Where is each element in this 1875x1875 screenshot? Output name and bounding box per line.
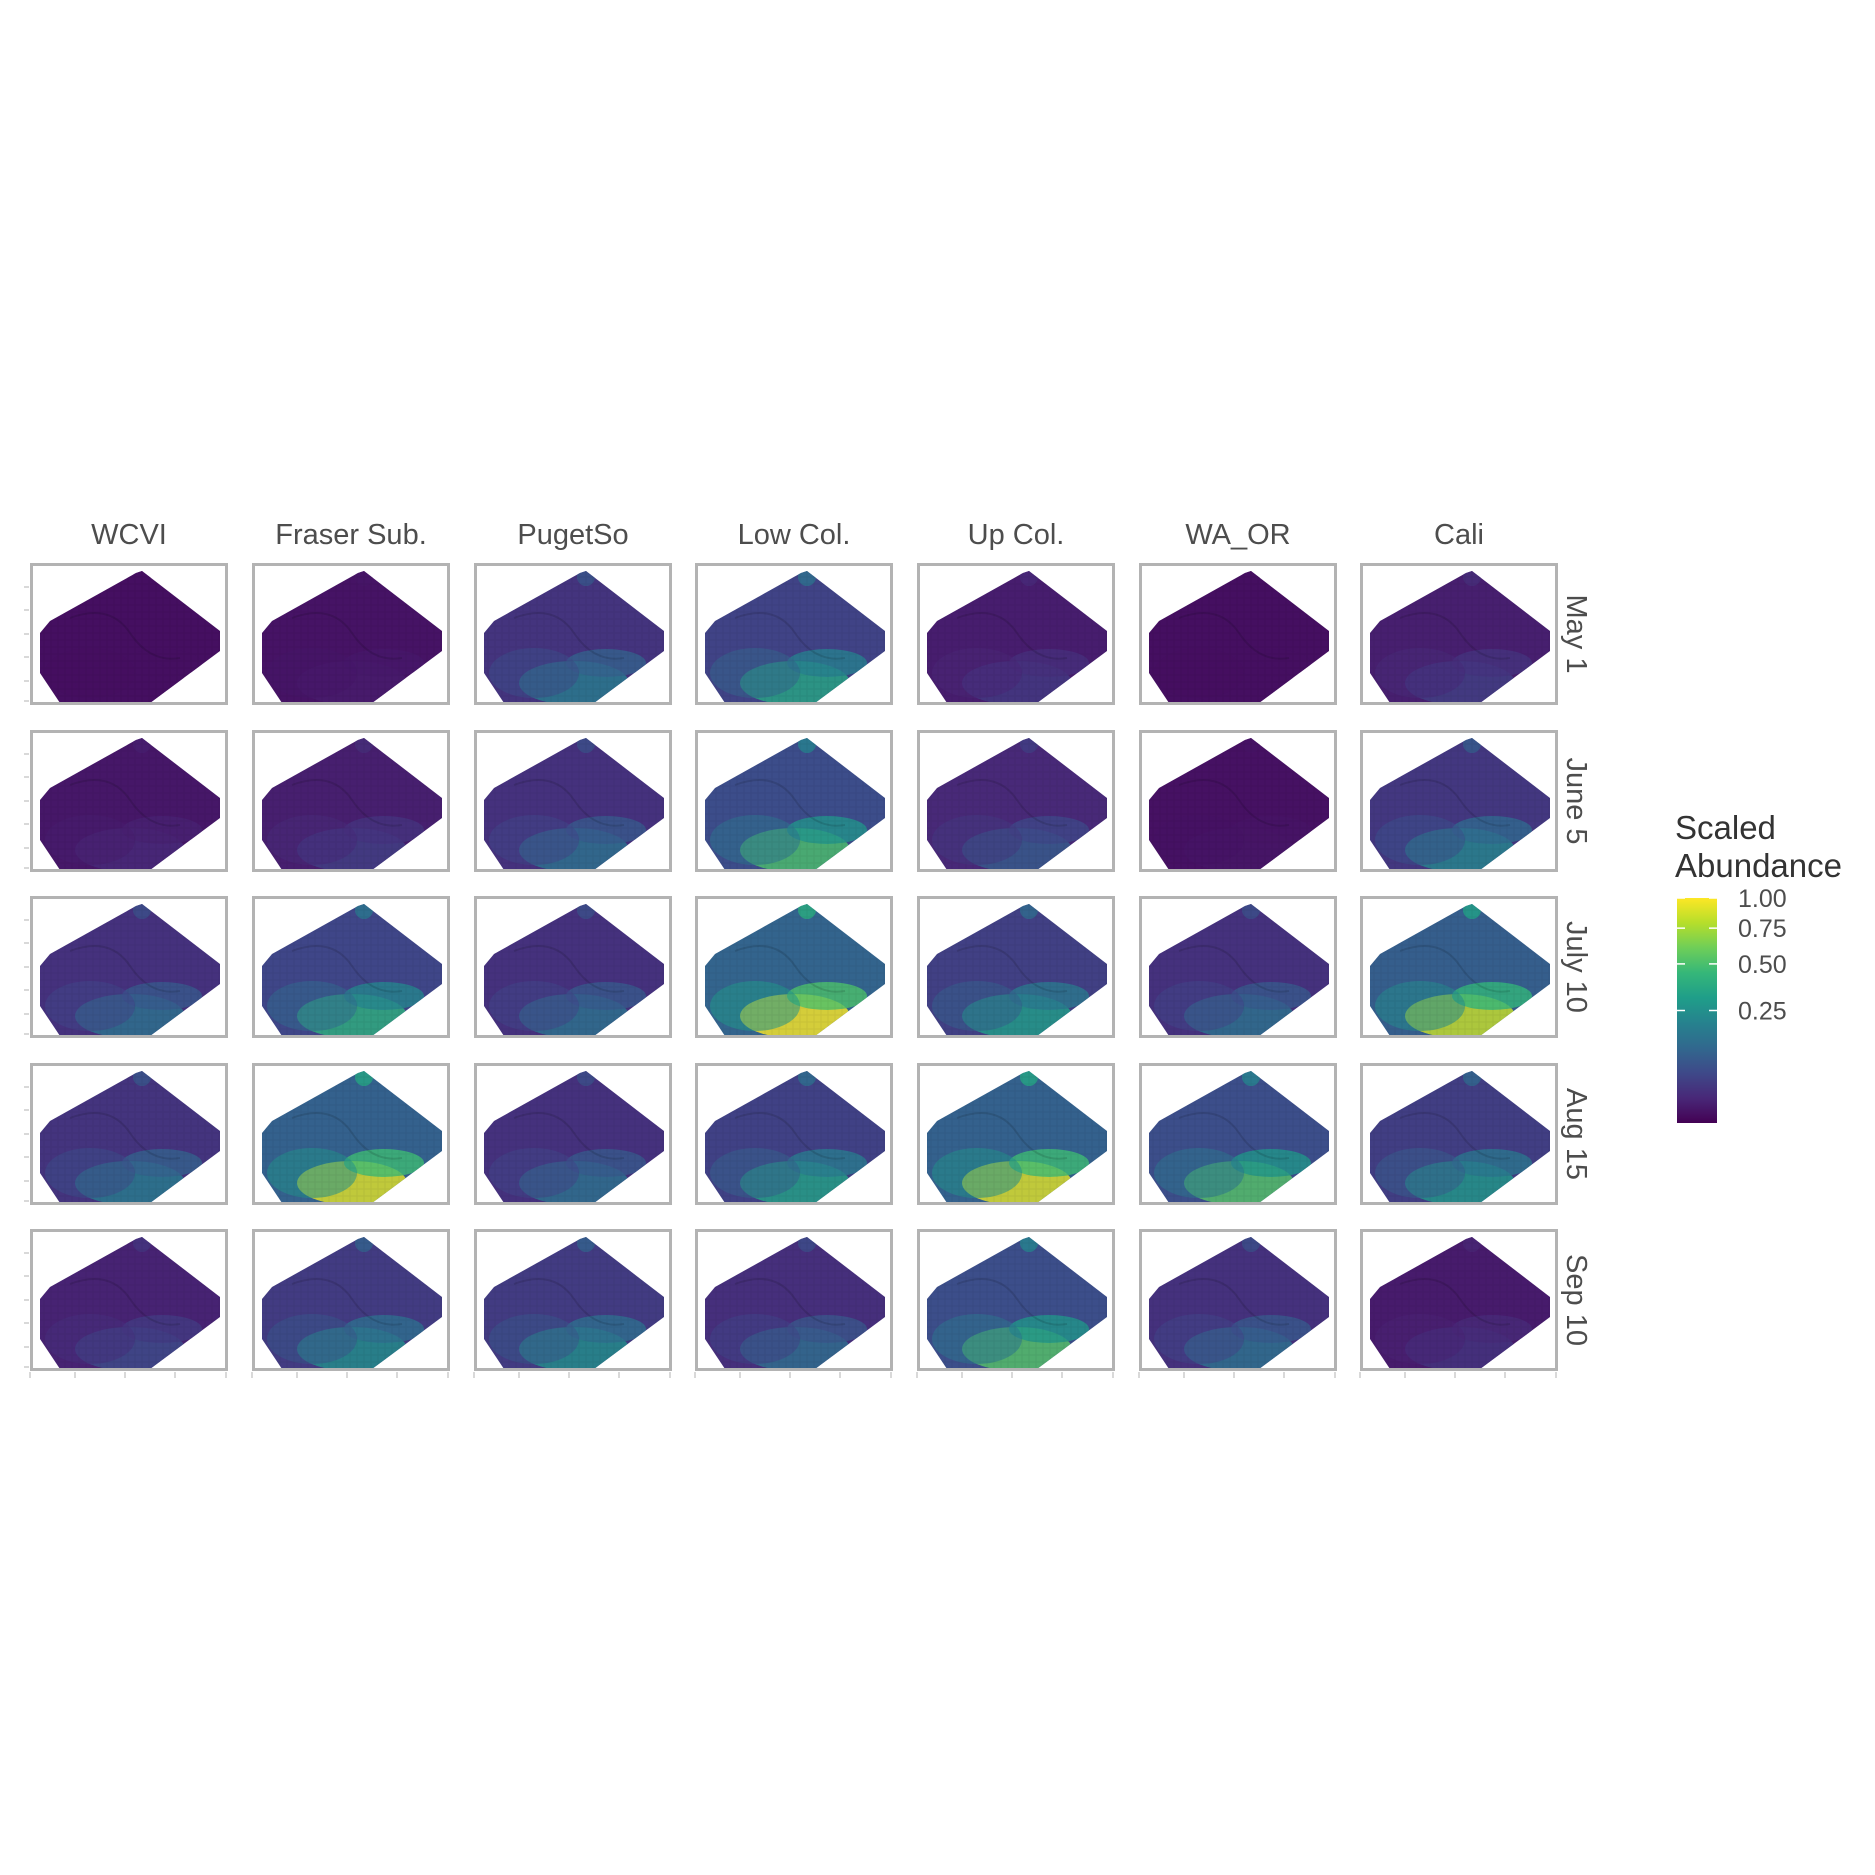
row-labels: May 1 June 5 July 10 Aug 15 Sep 10 <box>1560 595 1592 1346</box>
facet-panel <box>917 896 1115 1038</box>
panel-border <box>474 730 672 872</box>
panel-border <box>917 1229 1115 1371</box>
facet-panel <box>252 563 450 705</box>
panel-border <box>1360 730 1558 872</box>
facet-panel <box>30 896 228 1038</box>
facet-panel <box>474 896 672 1038</box>
facet-panel <box>252 730 450 872</box>
facet-panel <box>474 730 672 872</box>
facet-panel <box>695 1063 893 1205</box>
facet-panel <box>695 730 893 872</box>
panel-border <box>695 563 893 705</box>
facet-panel <box>30 1063 228 1205</box>
legend: Scaled Abundance 1.000.75 0.50 0.25 <box>1675 809 1842 1123</box>
panel-border <box>1139 1229 1337 1371</box>
facet-panel <box>474 1063 672 1205</box>
panel-border <box>1360 1229 1558 1371</box>
row-label: Aug 15 <box>1560 1088 1592 1180</box>
panel-border <box>1360 1063 1558 1205</box>
panel-border <box>30 563 228 705</box>
legend-ticks: 1.000.75 0.50 0.25 <box>1677 885 1787 1026</box>
column-label: Up Col. <box>968 519 1065 551</box>
panel-border <box>917 563 1115 705</box>
panel-border <box>1360 896 1558 1038</box>
facet-panel <box>1360 563 1558 705</box>
panel-border <box>1139 896 1337 1038</box>
facet-panel <box>252 1063 450 1205</box>
facet-panel <box>695 1229 893 1371</box>
legend-title-line-1: Scaled <box>1675 809 1776 846</box>
facet-panel <box>1139 730 1337 872</box>
panel-border <box>474 563 672 705</box>
row-label: May 1 <box>1560 595 1592 674</box>
panel-border <box>30 896 228 1038</box>
panel-border <box>1360 563 1558 705</box>
panel-grid <box>30 563 1558 1371</box>
facet-panel <box>917 730 1115 872</box>
column-label: Fraser Sub. <box>275 519 427 551</box>
panel-border <box>252 1229 450 1371</box>
facet-panel <box>1360 1063 1558 1205</box>
legend-tick-label: 0.50 <box>1738 951 1787 979</box>
facet-panel <box>917 1063 1115 1205</box>
panel-border <box>917 1063 1115 1205</box>
facet-panel <box>1360 730 1558 872</box>
facet-panel <box>1360 896 1558 1038</box>
panel-border <box>252 1063 450 1205</box>
facet-panel <box>917 563 1115 705</box>
abundance-map <box>1370 571 1550 703</box>
column-label: WCVI <box>91 519 167 551</box>
row-label: July 10 <box>1560 921 1592 1013</box>
panel-border <box>252 896 450 1038</box>
panel-border <box>252 730 450 872</box>
legend-title-line-2: Abundance <box>1675 847 1842 884</box>
panel-border <box>30 730 228 872</box>
column-label: PugetSo <box>517 519 628 551</box>
facet-panel <box>474 563 672 705</box>
facet-panel <box>1139 1229 1337 1371</box>
facet-panel <box>695 896 893 1038</box>
panel-border <box>1139 730 1337 872</box>
facet-panel <box>1139 896 1337 1038</box>
facet-panel <box>695 563 893 705</box>
facet-panel <box>1139 1063 1337 1205</box>
facet-panel <box>252 1229 450 1371</box>
facet-panel <box>917 1229 1115 1371</box>
column-label: WA_OR <box>1185 519 1290 551</box>
panel-border <box>695 1063 893 1205</box>
panel-border <box>30 1229 228 1371</box>
facet-panel <box>252 896 450 1038</box>
column-label: Low Col. <box>738 519 851 551</box>
panel-border <box>1139 563 1337 705</box>
panel-border <box>917 896 1115 1038</box>
panel-border <box>30 1063 228 1205</box>
legend-tick-label: 0.75 <box>1738 915 1787 943</box>
panel-border <box>917 730 1115 872</box>
facet-panel <box>1139 563 1337 705</box>
panel-border <box>474 896 672 1038</box>
column-label: Cali <box>1434 519 1484 551</box>
panel-border <box>695 896 893 1038</box>
axis-ticks <box>24 586 1557 1378</box>
panel-border <box>1139 1063 1337 1205</box>
row-label: June 5 <box>1560 757 1592 844</box>
facet-panel <box>30 730 228 872</box>
facet-panel <box>474 1229 672 1371</box>
legend-tick-label: 0.25 <box>1738 998 1787 1026</box>
facet-panel <box>1360 1229 1558 1371</box>
legend-tick-label: 1.00 <box>1738 885 1787 913</box>
panel-border <box>695 1229 893 1371</box>
panel-border <box>474 1063 672 1205</box>
panel-border <box>474 1229 672 1371</box>
row-label: Sep 10 <box>1560 1254 1592 1346</box>
panel-border <box>252 563 450 705</box>
column-labels: WCVI Fraser Sub. PugetSo Low Col. Up Col. WA_… <box>91 519 1484 551</box>
panel-border <box>695 730 893 872</box>
facet-panel <box>30 1229 228 1371</box>
facet-panel <box>30 563 228 705</box>
